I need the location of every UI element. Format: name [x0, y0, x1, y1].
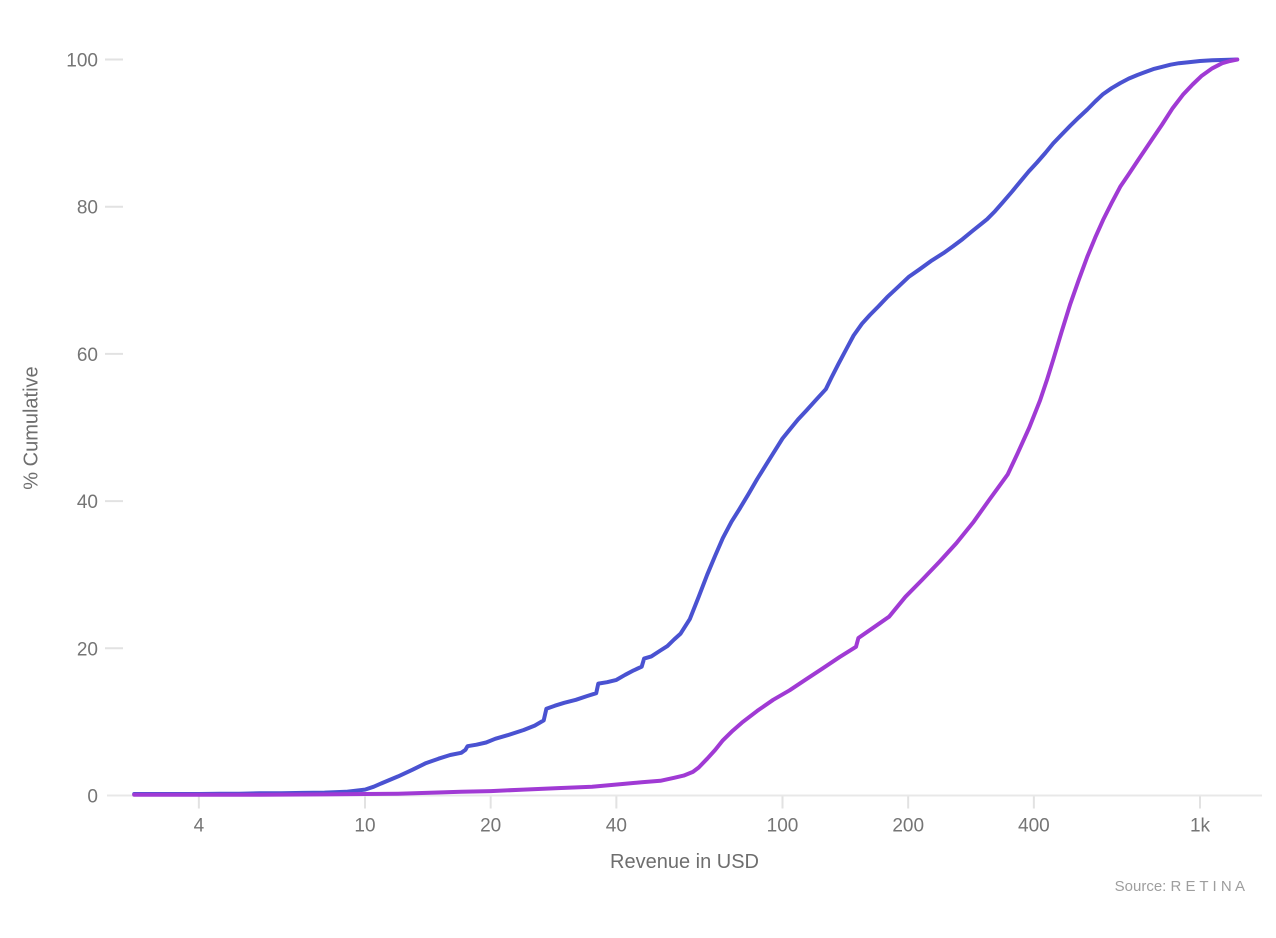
y-axis-title: % Cumulative — [20, 366, 43, 490]
y-tick-label: 0 — [87, 787, 98, 808]
x-tick-label: 100 — [767, 816, 799, 837]
x-tick-label: 1k — [1190, 816, 1211, 837]
x-tick-label: 20 — [480, 816, 501, 837]
x-tick-label: 4 — [194, 816, 205, 837]
y-tick-label: 40 — [77, 492, 98, 513]
blue-curve — [132, 57, 1240, 796]
x-tick-label: 10 — [354, 816, 375, 837]
x-tick-label: 200 — [892, 816, 924, 837]
x-tick-label: 400 — [1018, 816, 1050, 837]
y-tick-label: 20 — [77, 639, 98, 660]
purple-curve — [132, 57, 1240, 797]
x-tick-label: 40 — [606, 816, 627, 837]
source-note: Source: R E T I N A — [1114, 878, 1245, 895]
x-axis-title: Revenue in USD — [610, 851, 759, 873]
y-tick-label: 80 — [77, 198, 98, 219]
y-tick-label: 100 — [66, 51, 98, 72]
y-tick-label: 60 — [77, 345, 98, 366]
